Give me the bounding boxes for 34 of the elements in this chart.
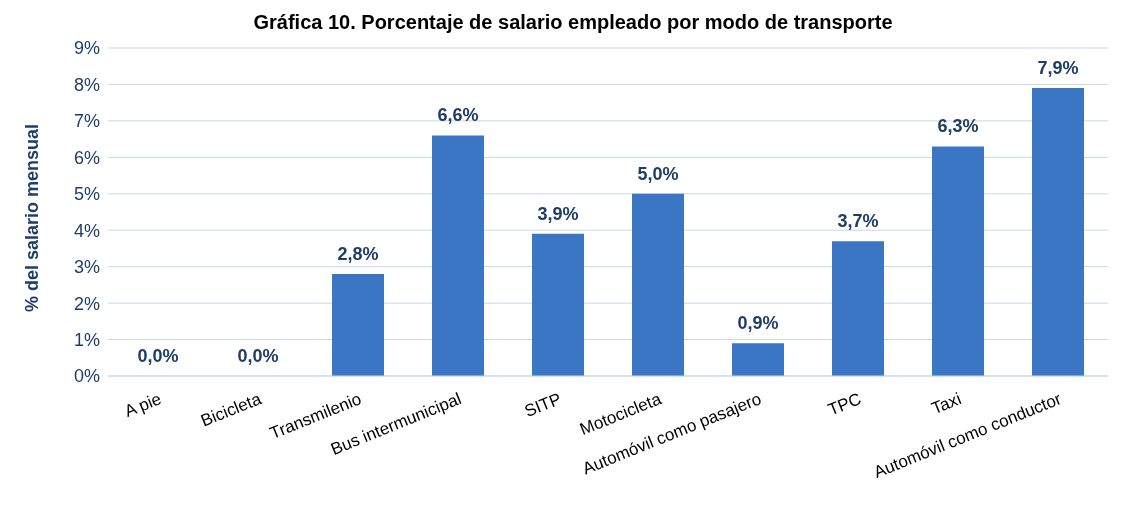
data-label: 7,9% <box>1037 58 1079 79</box>
y-tick-label: 6% <box>73 147 100 168</box>
bar <box>432 135 484 376</box>
data-label: 0,0% <box>237 346 279 366</box>
bar <box>832 241 884 376</box>
y-tick-label: 4% <box>73 220 100 241</box>
bar <box>732 343 784 376</box>
y-tick-label: 3% <box>73 257 100 278</box>
bar <box>332 273 384 376</box>
bar <box>1032 88 1084 376</box>
bar <box>932 146 984 376</box>
data-label: 6,3% <box>937 116 979 137</box>
bar <box>632 193 684 376</box>
data-label: 5,0% <box>637 163 679 184</box>
x-tick-label: A pie <box>121 389 164 421</box>
data-label: 3,7% <box>837 211 879 232</box>
data-label: 0,9% <box>737 313 779 334</box>
data-label: 6,6% <box>437 105 479 126</box>
y-tick-label: 2% <box>73 293 100 314</box>
y-axis-title: % del salario mensual <box>22 123 43 312</box>
x-tick-label: Taxi <box>928 389 964 419</box>
x-tick-label: SITP <box>521 389 564 421</box>
y-tick-label: 9% <box>73 38 100 59</box>
y-tick-label: 0% <box>73 366 100 387</box>
y-tick-label: 5% <box>73 184 100 205</box>
data-label: 2,8% <box>337 243 379 264</box>
bar <box>532 233 584 376</box>
data-label: 0,0% <box>137 346 179 366</box>
y-tick-label: 7% <box>73 111 100 132</box>
y-tick-label: 8% <box>73 74 100 95</box>
y-tick-label: 1% <box>73 329 100 350</box>
x-tick-label: TPC <box>825 389 864 420</box>
chart-title: Gráfica 10. Porcentaje de salario empleado por modo de transporte <box>252 10 894 35</box>
data-label: 3,9% <box>537 203 579 224</box>
